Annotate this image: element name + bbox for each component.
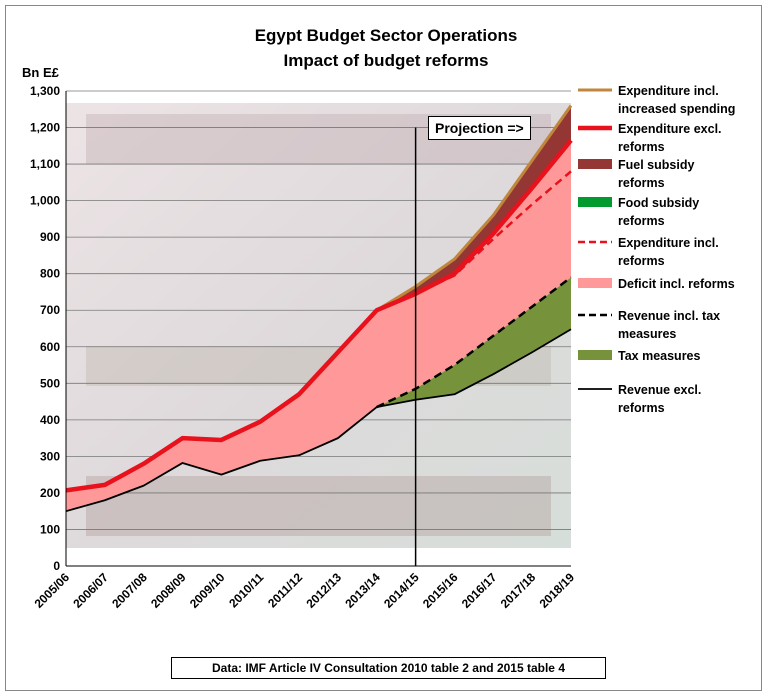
chart-svg: 0 100 200 300 400 500 600 700 800 900 1,000 1,100 1,… xyxy=(6,6,763,692)
legend-label: increased spending xyxy=(618,102,735,116)
x-tick-label: 2012/13 xyxy=(303,570,344,611)
legend-label: reforms xyxy=(618,401,665,415)
x-tick-label: 2016/17 xyxy=(459,570,500,611)
x-tick-label: 2013/14 xyxy=(342,570,383,611)
x-tick-label: 2005/06 xyxy=(32,570,73,611)
y-tick-label: 800 xyxy=(40,267,60,281)
x-tick-label: 2011/12 xyxy=(265,570,305,610)
legend-swatch xyxy=(578,350,612,360)
y-axis-label: Bn E£ xyxy=(22,65,60,80)
y-tick-label: 600 xyxy=(40,340,60,354)
legend-swatch xyxy=(578,197,612,207)
x-tick-label: 2018/19 xyxy=(537,570,578,611)
y-tick-label: 0 xyxy=(53,559,60,573)
y-tick-label: 200 xyxy=(40,486,60,500)
legend-label: reforms xyxy=(618,176,665,190)
y-tick-label: 900 xyxy=(40,230,60,244)
legend-label: Expenditure incl. xyxy=(618,236,719,250)
projection-label: Projection => xyxy=(428,116,531,140)
x-tick-label: 2009/10 xyxy=(187,570,228,611)
source-note: Data: IMF Article IV Consultation 2010 t… xyxy=(171,657,606,679)
y-tick-label: 1,300 xyxy=(30,84,60,98)
legend-label: measures xyxy=(618,327,676,341)
banknote-bottom-band xyxy=(86,476,551,536)
y-tick-label: 1,000 xyxy=(30,194,60,208)
legend-swatch xyxy=(578,278,612,288)
legend: Expenditure incl. increased spending Expen… xyxy=(578,84,735,415)
legend-label: reforms xyxy=(618,214,665,228)
x-tick-label: 2015/16 xyxy=(420,570,461,611)
chart-frame: 0 100 200 300 400 500 600 700 800 900 1,000 1,100 1,… xyxy=(5,5,762,691)
legend-swatch xyxy=(578,159,612,169)
legend-label: Expenditure excl. xyxy=(618,122,722,136)
y-tick-label: 100 xyxy=(40,522,60,536)
y-tick-label: 1,100 xyxy=(30,157,60,171)
legend-label: Expenditure incl. xyxy=(618,84,719,98)
y-tick-label: 300 xyxy=(40,449,60,463)
x-tick-label: 2010/11 xyxy=(226,570,266,610)
x-tick-label: 2007/08 xyxy=(109,570,150,611)
legend-label: Food subsidy xyxy=(618,196,699,210)
x-tick-label: 2014/15 xyxy=(381,570,422,611)
x-tick-label: 2017/18 xyxy=(498,570,539,611)
legend-label: Deficit incl. reforms xyxy=(618,277,735,291)
legend-label: Revenue incl. tax xyxy=(618,309,720,323)
legend-label: reforms xyxy=(618,254,665,268)
y-tick-label: 1,200 xyxy=(30,121,60,135)
legend-label: Fuel subsidy xyxy=(618,158,694,172)
y-tick-label: 500 xyxy=(40,376,60,390)
legend-label: reforms xyxy=(618,140,665,154)
y-tick-label: 700 xyxy=(40,303,60,317)
chart-title: Egypt Budget Sector Operations xyxy=(255,26,518,45)
legend-label: Revenue excl. xyxy=(618,383,701,397)
x-tick-label: 2008/09 xyxy=(148,570,189,611)
chart-subtitle: Impact of budget reforms xyxy=(284,51,489,70)
x-tick-label: 2006/07 xyxy=(70,570,111,611)
y-tick-label: 400 xyxy=(40,413,60,427)
legend-label: Tax measures xyxy=(618,349,701,363)
